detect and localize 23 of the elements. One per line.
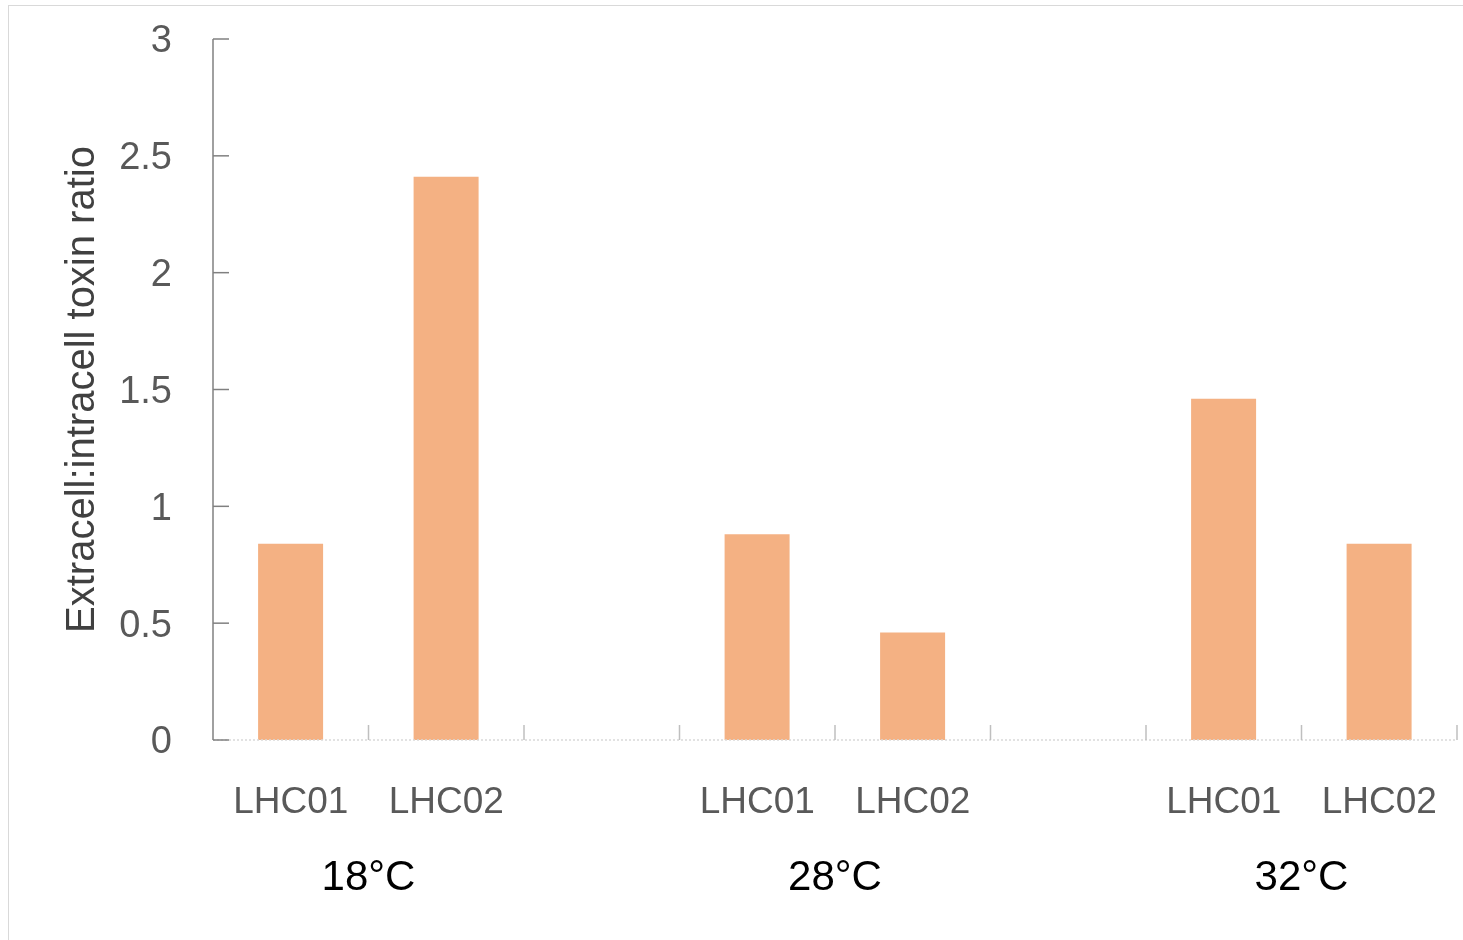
x-tick-label: LHC02 xyxy=(1321,780,1437,821)
text: 28°C xyxy=(788,852,882,899)
text: 32°C xyxy=(1254,852,1349,899)
x-tick-label: LHC01 xyxy=(233,780,349,821)
x-tick-label: LHC01 xyxy=(699,780,815,821)
text: 18°C xyxy=(321,852,416,899)
x-tick-label: LHC02 xyxy=(388,780,504,821)
bar xyxy=(1346,543,1412,740)
bar xyxy=(258,543,324,740)
y-tick-label: 2.5 xyxy=(119,135,172,178)
y-axis-title: Extracell:intracell toxin ratio xyxy=(58,146,102,633)
y-tick-label: 0 xyxy=(150,719,172,762)
bar xyxy=(1191,398,1257,740)
y-tick-label: 2 xyxy=(150,252,172,295)
x-tick-label: LHC01 xyxy=(1166,780,1282,821)
bar xyxy=(413,176,479,740)
y-tick-label: 1.5 xyxy=(119,368,172,411)
y-tick-label: 0.5 xyxy=(119,602,172,645)
x-tick-label: LHC02 xyxy=(855,780,971,821)
y-tick-label: 1 xyxy=(150,485,172,528)
bar xyxy=(724,534,790,740)
y-tick-label: 3 xyxy=(150,18,172,61)
bar xyxy=(880,632,946,740)
